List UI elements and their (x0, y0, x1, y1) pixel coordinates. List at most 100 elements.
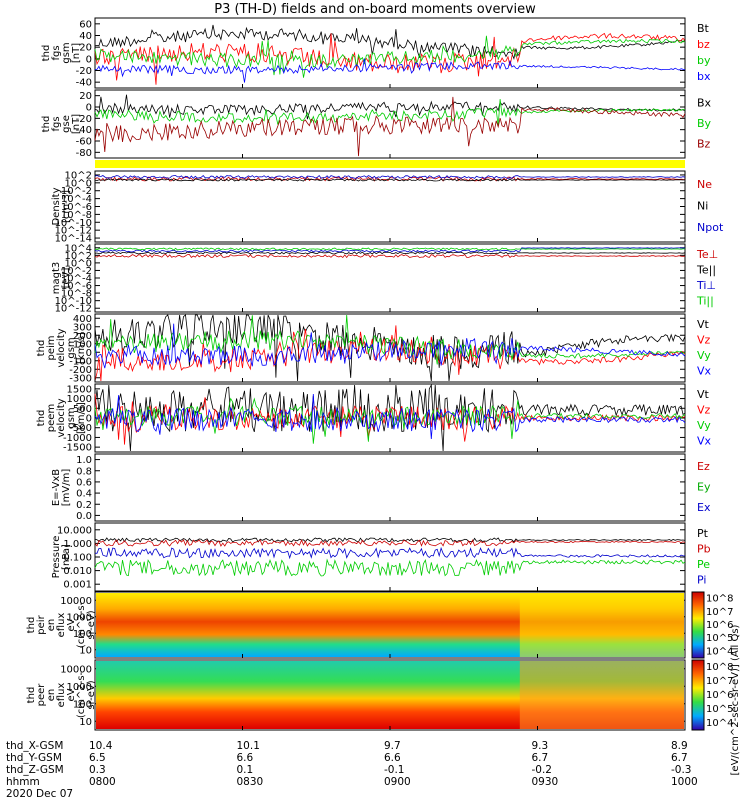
ylabel-peer-spec-0: thd (26, 687, 37, 704)
ytick-label-pressure-4: 0.001 (63, 580, 92, 591)
series-line-pressure-2 (94, 558, 686, 577)
legend-peim-v-2: Vy (697, 349, 711, 362)
panel-frame-temp (94, 243, 686, 313)
ylabel-fgs-gsm-2: gsm (61, 42, 72, 63)
ylabel-peem-v-2: velocity (56, 398, 67, 437)
legend-temp-0: Te⊥ (696, 248, 718, 261)
legend-peim-v-0: Vt (697, 318, 710, 331)
series-line-peem-v-1 (94, 393, 686, 445)
ytick-label-peer-spec-2: 100 (73, 699, 92, 710)
colorbar-label: [eV/(cm^2-sec-sr-eV)] (All Qs) (730, 624, 741, 775)
ylabel-peim-v-3: gsm (66, 337, 77, 358)
legend-pressure-1: Pb (697, 542, 711, 555)
ytick-label-temp-5: 10^-6 (61, 281, 92, 292)
ytick-label-fgs-gsm-1: 40 (79, 31, 92, 42)
series-line-peem-v-2 (94, 397, 686, 444)
ytick-label-efield-5: 0.0 (76, 511, 92, 522)
ytick-label-fgs-gse-0: 20 (79, 91, 92, 102)
ytick-label-fgs-gse-4: -60 (76, 137, 92, 148)
footer-value-2-0: 0.3 (89, 764, 106, 776)
legend-temp-1: Te|| (696, 263, 716, 276)
ylabel-fgs-gse-1: fgs (51, 116, 62, 131)
legend-fgs-gsm-0: Bt (697, 22, 710, 35)
series-line-fgs-gsm-2 (94, 35, 686, 78)
legend-density-1: Ni (697, 200, 708, 213)
panel-frame-efield (94, 453, 686, 522)
series-line-density-2 (94, 175, 686, 179)
ylabel-peim-v-2: velocity (56, 328, 67, 367)
colorbar-tick-0-3: 10^5 (706, 633, 733, 644)
ylabel-fgs-gse-3: [nT] (71, 114, 82, 134)
ytick-label-density-3: 10^-4 (61, 194, 92, 205)
colorbar-tick-0-4: 10^4 (706, 646, 733, 657)
colorbar-tick-1-3: 10^5 (706, 704, 733, 715)
footer-value-2-3: -0.2 (531, 764, 553, 776)
ytick-label-pressure-0: 10.000 (57, 525, 92, 536)
ytick-label-fgs-gsm-4: -20 (76, 66, 92, 77)
ytick-label-peim-v-1: 300 (73, 322, 92, 333)
series-line-peim-v-3 (94, 323, 686, 369)
legend-fgs-gse-2: Bz (697, 138, 711, 151)
ytick-label-peim-v-6: -200 (69, 365, 92, 376)
ytick-label-peir-spec-1: 1000 (67, 612, 92, 623)
ytick-label-peem-v-0: 1500 (67, 384, 92, 395)
ytick-label-peem-v-1: 1000 (67, 394, 92, 405)
series-line-pressure-1 (94, 539, 686, 547)
footer-date: 2020 Dec 07 (6, 788, 74, 800)
ytick-label-efield-4: 0.2 (76, 500, 92, 511)
footer-value-3-0: 0800 (89, 776, 116, 788)
ytick-label-density-1: 10^0 (65, 178, 92, 189)
legend-efield-1: Ey (697, 481, 711, 494)
ytick-label-density-4: 10^-6 (61, 202, 92, 213)
ytick-label-density-6: 10^-10 (55, 218, 92, 229)
ytick-label-peem-v-5: -1000 (63, 433, 92, 444)
ylabel-peir-spec-6: sr-eV) (86, 610, 97, 639)
legend-peem-v-1: Vz (697, 403, 711, 416)
footer-value-3-4: 1000 (671, 776, 698, 788)
ytick-label-peem-v-3: 0 (86, 414, 92, 425)
ylabel-peir-spec-3: eflux (56, 613, 67, 638)
colorbar-tick-0-2: 10^6 (706, 620, 733, 631)
colorbar-tick-1-4: 10^4 (706, 718, 733, 729)
ylabel-peir-spec-1: peir (36, 614, 47, 634)
spectrogram-late-peer-spec (519, 661, 684, 729)
ylabel-peer-spec-6: sr-eV) (86, 680, 97, 709)
ytick-label-efield-2: 0.6 (76, 477, 92, 488)
panel-frame-pressure (94, 522, 686, 592)
legend-pressure-0: Pt (697, 527, 709, 540)
ylabel-peim-v-4: [km/s] (76, 332, 87, 364)
ytick-label-peer-spec-1: 1000 (67, 682, 92, 693)
legend-fgs-gsm-3: bx (697, 70, 711, 83)
ylabel-efield-1: [mV/m] (61, 469, 72, 507)
footer-value-2-4: -0.3 (671, 764, 692, 776)
ytick-label-peir-spec-0: 10000 (60, 596, 92, 607)
ytick-label-pressure-2: 0.100 (63, 553, 92, 564)
footer-value-3-3: 0930 (531, 776, 559, 788)
colorbar-tick-1-1: 10^7 (706, 676, 733, 687)
footer-value-1-2: 6.6 (384, 752, 401, 764)
ytick-label-efield-3: 0.4 (76, 489, 92, 500)
colorbar-tick-0-0: 10^8 (706, 594, 733, 605)
footer-value-1-1: 6.6 (236, 752, 254, 764)
footer-value-0-1: 10.1 (236, 740, 260, 752)
ytick-label-peir-spec-3: 10 (79, 645, 92, 656)
page-title: P3 (TH-D) fields and on-board moments ov… (214, 2, 536, 17)
legend-peim-v-3: Vx (697, 364, 712, 377)
ytick-label-density-0: 10^2 (65, 170, 92, 181)
ytick-label-density-2: 10^-2 (61, 186, 92, 197)
ylabel-pressure-1: [nPa] (61, 544, 72, 570)
ylabel-pressure-0: Pressure (51, 536, 62, 579)
footer-value-3-1: 0830 (236, 776, 264, 788)
ytick-label-peim-v-7: -300 (69, 373, 92, 384)
footer-value-2-2: -0.1 (384, 764, 405, 776)
ylabel-temp-0: magt3 (51, 262, 62, 295)
ytick-label-pressure-3: 0.010 (63, 566, 92, 577)
footer-value-0-0: 10.4 (89, 740, 113, 752)
ytick-label-peem-v-6: -1500 (63, 443, 92, 454)
series-line-temp-0 (94, 253, 686, 259)
ytick-label-temp-4: 10^-4 (61, 274, 92, 285)
footer-label-y: thd_Y-GSM (6, 752, 62, 764)
legend-efield-0: Ez (697, 460, 710, 473)
footer-value-0-2: 9.7 (384, 740, 401, 752)
